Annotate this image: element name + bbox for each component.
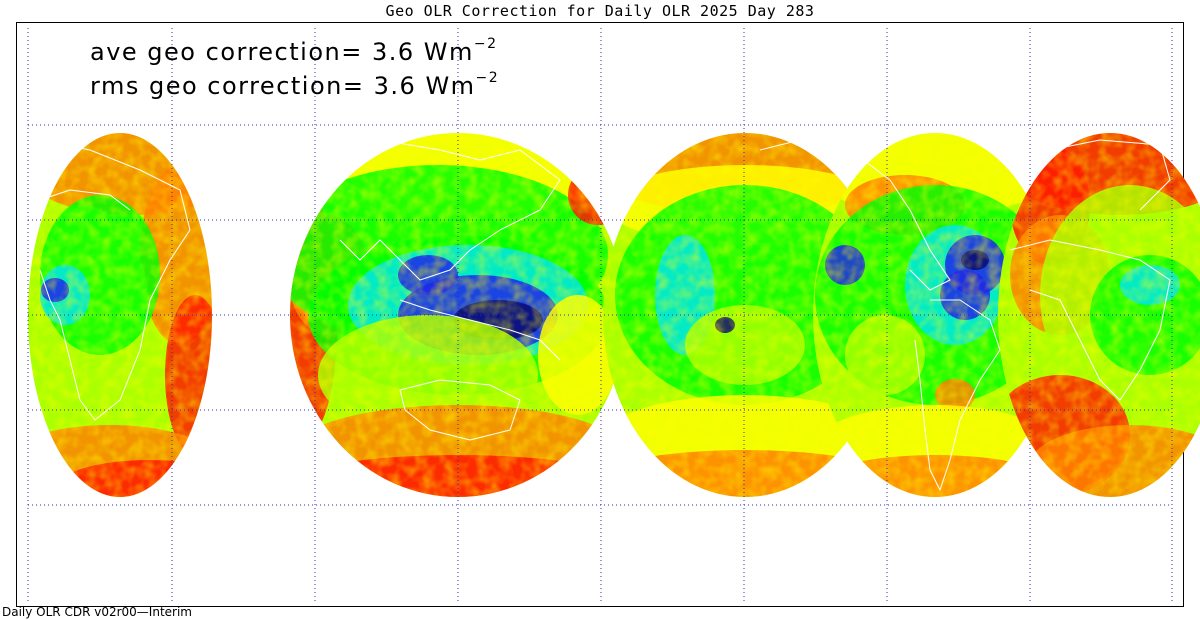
rms-value: 3.6 xyxy=(373,72,417,100)
rms-exponent: −2 xyxy=(475,70,500,86)
coastline-path xyxy=(329,139,561,281)
ave-exponent: −2 xyxy=(473,36,498,52)
ave-value: 3.6 xyxy=(371,38,415,66)
coastline-path xyxy=(1009,239,1171,401)
ave-correction-annotation: ave geo correction= 3.6 Wm−2 xyxy=(90,36,498,66)
coastline-path xyxy=(914,299,1001,491)
coastline-path xyxy=(1049,139,1171,211)
disc-americas xyxy=(813,133,1057,497)
coastline-path xyxy=(39,189,131,211)
coastlines xyxy=(39,139,1171,491)
footer-credit: Daily OLR CDR v02r00—Interim xyxy=(2,605,192,619)
lat-lon-grid xyxy=(27,28,1173,602)
chart-title: Geo OLR Correction for Daily OLR 2025 Da… xyxy=(385,2,815,20)
disc-atlantic xyxy=(998,133,1200,497)
coastline-path xyxy=(399,299,561,361)
rms-unit: Wm xyxy=(425,72,476,100)
rms-correction-annotation: rms geo correction= 3.6 Wm−2 xyxy=(90,70,499,100)
ave-label: ave geo correction= xyxy=(90,38,363,66)
ave-unit: Wm xyxy=(423,38,474,66)
rms-label: rms geo correction= xyxy=(90,72,365,100)
coastline-path xyxy=(759,139,951,291)
disc-africa-europe xyxy=(28,133,212,497)
speckle-texture xyxy=(998,133,1200,497)
coastline-path xyxy=(39,139,191,421)
coastline-path xyxy=(399,379,521,441)
